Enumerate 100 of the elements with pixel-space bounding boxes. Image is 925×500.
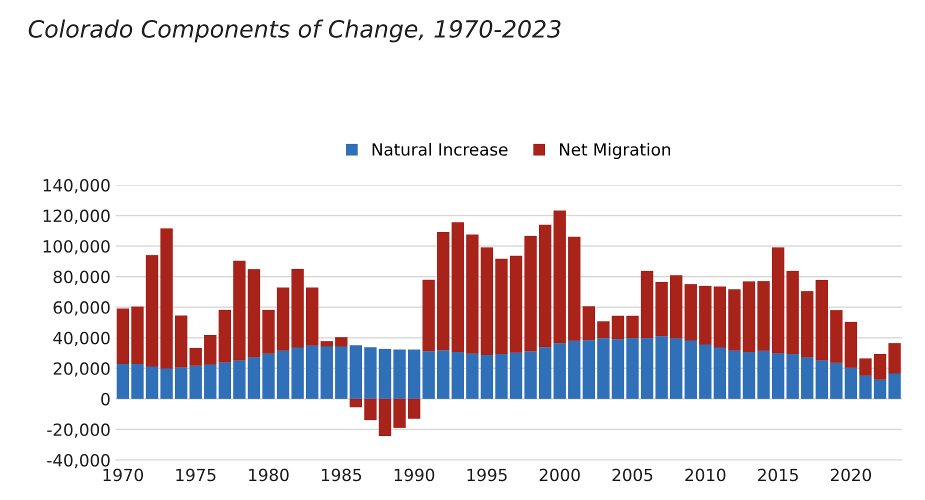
bar xyxy=(684,340,697,399)
chart-title: Colorado Components of Change, 1970-2023 xyxy=(28,20,561,42)
bar xyxy=(874,354,886,380)
bar xyxy=(757,350,770,399)
y-tick-label: 0 xyxy=(101,392,110,406)
bar xyxy=(786,354,799,399)
bar xyxy=(640,338,654,399)
bar xyxy=(538,347,552,399)
bar xyxy=(393,398,406,428)
y-tick-label: -20,000 xyxy=(47,423,110,438)
x-tick-label: 2005 xyxy=(612,468,652,482)
bar xyxy=(510,256,522,353)
bar xyxy=(699,286,712,344)
x-tick-label: 1990 xyxy=(394,468,434,482)
bar xyxy=(786,270,799,354)
x-tick-label: 1975 xyxy=(176,468,216,482)
bar xyxy=(320,341,333,346)
bar xyxy=(131,364,144,399)
bar xyxy=(684,284,697,341)
bar xyxy=(859,358,872,376)
bar xyxy=(859,376,872,399)
bar xyxy=(801,357,814,399)
y-tick-label: 60,000 xyxy=(54,301,110,316)
bar xyxy=(466,354,479,399)
bar xyxy=(146,366,158,399)
bar xyxy=(597,321,610,338)
bar xyxy=(364,347,377,399)
y-tick-label: 20,000 xyxy=(54,362,110,377)
bar xyxy=(874,380,886,399)
x-tick-label: 1985 xyxy=(322,468,362,482)
bar xyxy=(670,338,682,399)
bar xyxy=(816,280,828,360)
bar xyxy=(480,355,494,399)
x-tick-label: 1980 xyxy=(249,468,289,482)
x-tick-label: 1970 xyxy=(104,468,144,482)
bar xyxy=(378,398,392,436)
bar xyxy=(190,366,202,399)
bar xyxy=(554,210,566,344)
bar xyxy=(480,247,494,356)
bar xyxy=(772,247,784,354)
bar xyxy=(233,260,246,360)
bar xyxy=(248,357,260,399)
bar xyxy=(190,348,202,366)
bar xyxy=(772,353,784,399)
bar xyxy=(554,343,566,399)
x-tick-label: 2020 xyxy=(830,468,872,482)
bar xyxy=(422,351,435,399)
x-tick-label: 1995 xyxy=(468,468,507,482)
bar xyxy=(248,269,260,358)
bar xyxy=(742,281,756,352)
bar xyxy=(524,236,537,352)
bar xyxy=(612,339,624,399)
y-tick-label: 40,000 xyxy=(53,332,110,346)
bar xyxy=(160,228,173,368)
bar xyxy=(276,350,290,399)
bar xyxy=(582,306,596,340)
bar xyxy=(291,268,304,348)
bar xyxy=(626,316,639,338)
bar xyxy=(495,258,508,354)
bar xyxy=(174,367,188,399)
bar xyxy=(612,316,624,340)
bar xyxy=(728,350,741,399)
bar xyxy=(204,364,216,399)
bar xyxy=(888,343,901,374)
bar xyxy=(335,337,348,346)
bar xyxy=(116,308,130,364)
bar xyxy=(350,345,362,399)
bar xyxy=(844,368,858,399)
y-tick-label: -40,000 xyxy=(47,454,110,468)
y-tick-label: 100,000 xyxy=(44,240,110,254)
y-tick-label: 80,000 xyxy=(54,270,110,285)
bar xyxy=(218,310,232,362)
bar xyxy=(466,234,479,354)
bar xyxy=(510,352,522,399)
bar xyxy=(364,398,377,420)
bar xyxy=(626,338,639,399)
bar xyxy=(174,315,188,368)
bar xyxy=(830,362,843,399)
bar xyxy=(408,350,420,399)
bar xyxy=(452,352,464,399)
x-tick-label: 2010 xyxy=(685,468,726,482)
bar xyxy=(524,351,537,399)
bar xyxy=(350,398,362,408)
bar xyxy=(233,360,246,399)
bar xyxy=(422,280,435,352)
bar xyxy=(204,335,216,365)
bar xyxy=(320,346,333,399)
bar xyxy=(597,338,610,399)
bar xyxy=(116,364,130,399)
bar xyxy=(276,288,290,351)
bar xyxy=(437,350,450,399)
bar xyxy=(714,286,726,348)
bar xyxy=(888,374,901,399)
bar xyxy=(146,255,158,366)
x-tick-label: 2000 xyxy=(540,468,580,482)
bar xyxy=(495,354,508,399)
bar xyxy=(742,352,756,399)
bar xyxy=(728,289,741,351)
bar xyxy=(378,348,392,399)
bar xyxy=(757,281,770,351)
